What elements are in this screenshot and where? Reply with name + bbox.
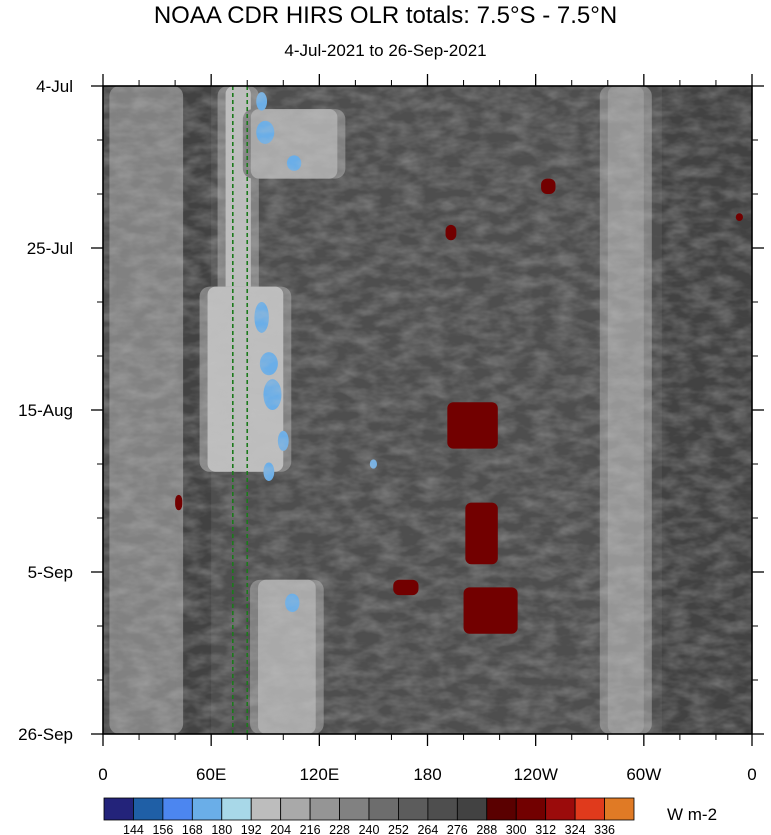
colorbar-label: 228 — [329, 823, 350, 835]
colorbar-label: 324 — [565, 823, 586, 835]
x-axis: 0 60E 120E 180 120W 60W 0 — [98, 74, 757, 784]
field-texture — [103, 86, 752, 734]
colorbar-label: 252 — [388, 823, 409, 835]
x-tick-label: 60W — [626, 765, 661, 784]
y-tick-label: 4-Jul — [36, 77, 73, 96]
colorbar-label: 312 — [535, 823, 556, 835]
dry-patch — [463, 587, 518, 634]
colorbar-label: 264 — [417, 823, 438, 835]
y-tick-label: 15-Aug — [18, 401, 73, 420]
colorbar-box — [574, 797, 605, 821]
colorbar-box — [309, 797, 340, 821]
colorbar-box — [221, 797, 252, 821]
colorbar-label: 276 — [447, 823, 468, 835]
colorbar-box — [162, 797, 193, 821]
colorbar-label: 300 — [506, 823, 527, 835]
chart-subtitle: 4-Jul-2021 to 26-Sep-2021 — [284, 41, 487, 60]
colorbar-box — [368, 797, 399, 821]
dry-patch — [465, 502, 498, 565]
colorbar-units: W m-2 — [667, 805, 718, 824]
chart-title: NOAA CDR HIRS OLR totals: 7.5°S - 7.5°N — [153, 2, 618, 29]
colorbar: 144 156 168 180 192 204 216 228 240 252 264 276 288 3… — [103, 797, 635, 835]
colorbar-box — [515, 797, 547, 821]
colorbar-box — [486, 797, 517, 821]
colorbar-box — [250, 797, 282, 821]
y-axis: 4-Jul 25-Jul 15-Aug 5-Sep 26-Sep — [18, 77, 764, 744]
colorbar-box — [545, 797, 576, 821]
colorbar-label: 336 — [594, 823, 615, 835]
x-tick-label: 120E — [299, 765, 339, 784]
colorbar-box — [280, 797, 311, 821]
colorbar-box — [191, 797, 223, 821]
dry-patch — [447, 402, 498, 449]
dry-patch — [445, 224, 457, 241]
x-tick-label: 120W — [513, 765, 557, 784]
dry-patch — [541, 178, 556, 194]
colorbar-label: 192 — [241, 823, 262, 835]
colorbar-label: 168 — [182, 823, 203, 835]
colorbar-box — [604, 797, 635, 821]
colorbar-box — [103, 797, 134, 821]
x-tick-label: 60E — [196, 765, 226, 784]
x-tick-label: 0 — [98, 765, 107, 784]
colorbar-box — [398, 797, 429, 821]
y-tick-label: 26-Sep — [18, 725, 73, 744]
colorbar-label: 216 — [300, 823, 321, 835]
dry-patch — [175, 494, 183, 511]
dry-patch — [393, 579, 419, 596]
dry-patch — [735, 213, 743, 221]
y-tick-label: 25-Jul — [27, 239, 73, 258]
colorbar-label: 204 — [270, 823, 291, 835]
colorbar-label: 180 — [211, 823, 232, 835]
x-tick-label: 0 — [747, 765, 756, 784]
colorbar-box — [427, 797, 458, 821]
colorbar-label: 156 — [152, 823, 173, 835]
y-tick-label: 5-Sep — [28, 563, 73, 582]
colorbar-label: 240 — [359, 823, 380, 835]
reference-lines — [232, 86, 249, 734]
x-tick-label: 180 — [413, 765, 441, 784]
colorbar-label: 288 — [476, 823, 497, 835]
colorbar-label: 144 — [123, 823, 144, 835]
colorbar-box — [133, 797, 164, 821]
colorbar-box — [339, 797, 370, 821]
olr-field — [103, 86, 752, 734]
colorbar-box — [456, 797, 488, 821]
